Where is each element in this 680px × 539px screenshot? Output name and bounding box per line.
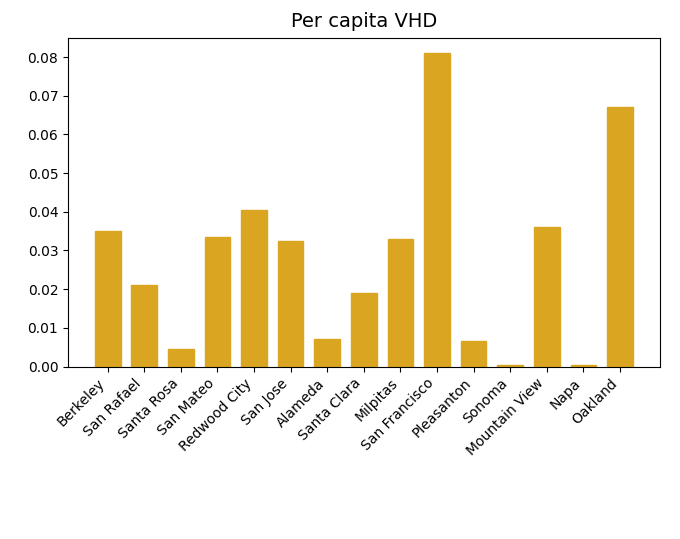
Bar [461, 341, 486, 367]
Bar [131, 285, 157, 367]
Bar [534, 227, 560, 367]
Bar [607, 107, 632, 367]
Bar [205, 237, 231, 367]
Title: Per capita VHD: Per capita VHD [290, 12, 437, 31]
Bar [571, 364, 596, 367]
Bar [168, 349, 194, 367]
Bar [497, 364, 523, 367]
Bar [388, 239, 413, 367]
Bar [314, 340, 340, 367]
Bar [351, 293, 377, 367]
Bar [241, 210, 267, 367]
Bar [95, 231, 120, 367]
Bar [278, 241, 303, 367]
Bar [424, 53, 449, 367]
